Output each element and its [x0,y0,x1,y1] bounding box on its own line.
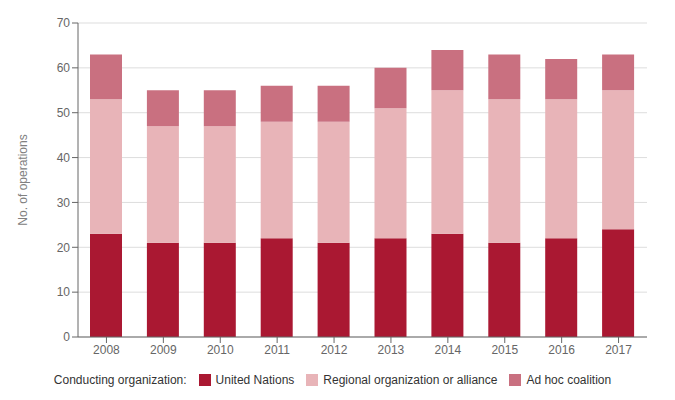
svg-text:2010: 2010 [207,343,234,357]
svg-text:20: 20 [57,241,71,255]
html-text:Ad hoc coalition: Ad hoc coalition [526,373,612,387]
svg-text:30: 30 [57,196,71,210]
svg-text:2013: 2013 [378,343,405,357]
svg-text:2016: 2016 [548,343,575,357]
svg-text:2015: 2015 [491,343,518,357]
html-text:Conducting organization:: Conducting organization: [53,373,187,387]
svg-text:2009: 2009 [150,343,177,357]
svg-text:No. of operations: No. of operations [16,134,30,225]
svg-text:60: 60 [57,61,71,75]
svg-text:2011: 2011 [264,343,290,357]
svg-text:0: 0 [63,330,70,344]
svg-text:10: 10 [57,285,71,299]
svg-text:2012: 2012 [321,343,348,357]
svg-text:40: 40 [57,151,71,165]
html-text:United Nations: United Nations [215,373,295,387]
svg-text:2008: 2008 [93,343,120,357]
svg-text:50: 50 [57,106,71,120]
html-text:Regional organization or allia: Regional organization or alliance [323,373,498,387]
svg-text:2017: 2017 [605,343,632,357]
svg-text:2014: 2014 [434,343,461,357]
svg-text:70: 70 [57,16,71,30]
